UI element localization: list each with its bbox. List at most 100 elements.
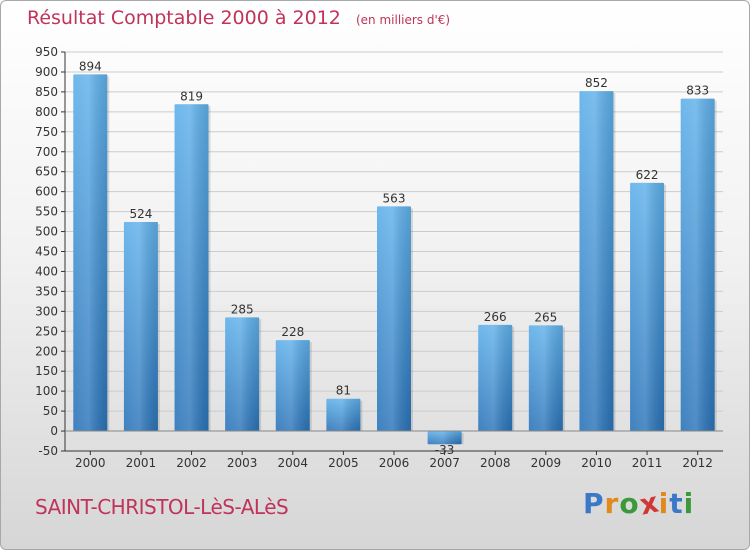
x-tick-label: 2009 <box>531 456 562 470</box>
x-tick-label: 2003 <box>227 456 258 470</box>
x-tick-label: 2002 <box>176 456 207 470</box>
chart-title-block: Résultat Comptable 2000 à 2012 (en milli… <box>27 7 450 29</box>
chart-title: Résultat Comptable 2000 à 2012 <box>27 7 341 29</box>
bar-shine <box>123 221 158 432</box>
bar-shadow <box>360 400 363 432</box>
y-tick-label: 200 <box>35 344 58 358</box>
x-tick-label: 2008 <box>480 456 511 470</box>
logo-letter: t <box>669 487 684 520</box>
y-tick-label: 950 <box>35 45 58 59</box>
y-tick-label: 650 <box>35 165 58 179</box>
y-tick-label: 300 <box>35 304 58 318</box>
bar-shadow <box>562 327 565 432</box>
bar <box>680 98 717 432</box>
bar <box>275 340 312 432</box>
data-label: 228 <box>281 325 304 339</box>
bar-shadow <box>714 100 717 432</box>
bar-shine <box>275 340 310 432</box>
data-label: 852 <box>585 76 608 90</box>
x-tick-label: 2005 <box>328 456 359 470</box>
bar-shadow <box>664 184 667 432</box>
bar-shadow <box>411 208 413 432</box>
x-tick-label: 2000 <box>75 456 106 470</box>
proxiti-logo: Proxiti <box>583 485 694 521</box>
bar <box>478 324 515 432</box>
y-tick-label: 800 <box>35 105 58 119</box>
bar-shine <box>377 206 411 432</box>
bar-shadow <box>157 223 160 432</box>
data-label: 819 <box>180 89 203 103</box>
y-tick-label: 400 <box>35 264 58 278</box>
bar <box>225 317 262 432</box>
bar-shadow <box>309 342 312 432</box>
data-label: 266 <box>484 310 507 324</box>
city-name: SAINT-CHRISTOL-LèS-ALèS <box>35 495 289 519</box>
y-tick-label: 100 <box>35 384 58 398</box>
bar <box>73 74 110 432</box>
x-tick-label: 2010 <box>581 456 612 470</box>
bars <box>73 74 717 445</box>
data-label: -33 <box>435 443 455 457</box>
bar-shine <box>579 91 614 432</box>
data-label: 894 <box>79 59 102 73</box>
y-tick-label: 150 <box>35 364 58 378</box>
logo-letter: P <box>583 487 605 520</box>
bar <box>174 104 211 432</box>
bar-shadow <box>512 326 515 432</box>
logo-letter: r <box>604 487 620 520</box>
bar-shine <box>478 324 513 432</box>
y-tick-label: 850 <box>35 85 58 99</box>
bar <box>528 325 565 432</box>
data-label: 622 <box>636 168 659 182</box>
bar-shine <box>225 317 260 432</box>
bar <box>427 431 464 445</box>
x-tick-label: 2011 <box>632 456 663 470</box>
bar <box>630 182 667 432</box>
y-tick-label: 700 <box>35 145 58 159</box>
y-tick-label: 350 <box>35 284 58 298</box>
bar-shine <box>680 98 715 432</box>
data-label: 524 <box>129 207 152 221</box>
bar-shine <box>630 182 665 432</box>
bar-shine <box>174 104 209 432</box>
bar-shine <box>326 398 361 432</box>
bar-shine <box>73 74 108 432</box>
y-tick-label: 50 <box>43 404 58 418</box>
bar <box>377 206 413 432</box>
chart-subtitle: (en milliers d'€) <box>355 13 451 27</box>
y-tick-label: 900 <box>35 65 58 79</box>
y-tick-label: 0 <box>50 424 58 438</box>
x-tick-label: 2001 <box>126 456 157 470</box>
y-tick-label: 600 <box>35 185 58 199</box>
y-tick-label: 750 <box>35 125 58 139</box>
bar-shadow <box>461 433 464 445</box>
data-label: 563 <box>383 191 406 205</box>
x-tick-label: 2006 <box>379 456 410 470</box>
bar-shadow <box>259 319 262 432</box>
logo-letter: i <box>658 487 670 520</box>
bar-shine <box>427 431 462 445</box>
labels: -50 0 50 100 150 200 250 300 350 400 450 500 550 600 6… <box>35 45 713 470</box>
bar-shine <box>528 325 563 432</box>
y-tick-label: -50 <box>38 444 58 458</box>
data-label: 285 <box>231 302 254 316</box>
y-tick-label: 450 <box>35 245 58 259</box>
bar <box>326 398 363 432</box>
bar-shadow <box>208 106 211 432</box>
bar <box>123 221 160 432</box>
data-label: 81 <box>336 384 351 398</box>
x-tick-label: 2007 <box>429 456 460 470</box>
y-tick-label: 550 <box>35 205 58 219</box>
bar-shadow <box>107 76 110 432</box>
axes <box>61 51 723 455</box>
bar <box>579 91 616 432</box>
x-tick-label: 2012 <box>682 456 713 470</box>
x-tick-label: 2004 <box>277 456 308 470</box>
logo-letter: o <box>619 487 640 520</box>
y-tick-label: 250 <box>35 324 58 338</box>
y-tick-label: 500 <box>35 225 58 239</box>
bar-shadow <box>613 93 616 432</box>
data-label: 833 <box>686 84 709 98</box>
